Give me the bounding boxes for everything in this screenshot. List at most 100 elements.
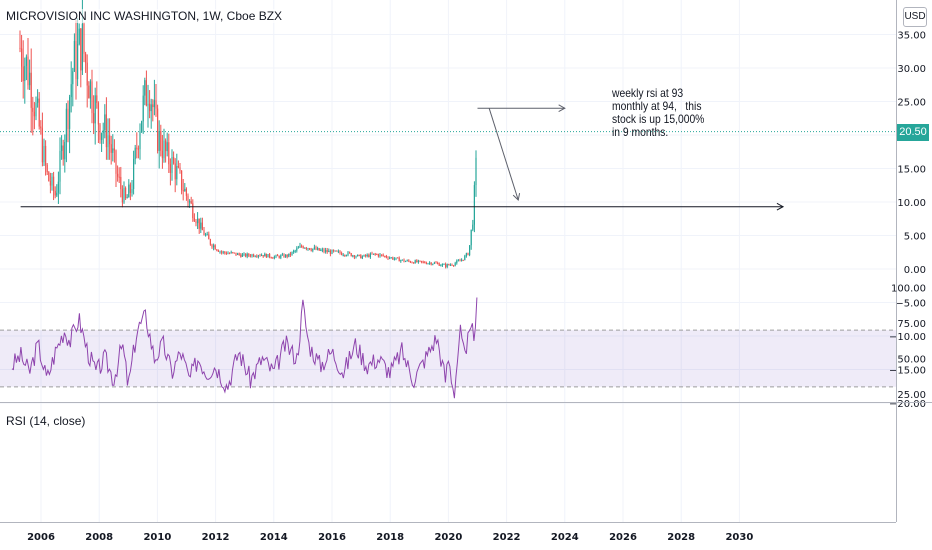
annotation-line: monthly at 94, this [612, 99, 702, 113]
candle-body [361, 256, 363, 259]
x-tick-label: 2018 [376, 532, 404, 543]
candle-body [457, 260, 459, 262]
candle-body [80, 28, 82, 71]
candle-body [85, 53, 87, 63]
candle-body [97, 102, 99, 125]
candle-body [197, 218, 199, 224]
candle-body [203, 230, 205, 236]
candle-body [152, 104, 154, 108]
currency-badge[interactable]: USD [903, 7, 927, 27]
candle-body [30, 72, 32, 108]
candle-body [387, 257, 389, 259]
candle-body [32, 107, 34, 112]
candle-body [261, 255, 263, 257]
candle-body [273, 256, 275, 259]
candle-body [344, 254, 346, 256]
candle-body [126, 197, 128, 199]
candle-body [225, 252, 227, 254]
candle-body [123, 187, 125, 203]
candle-body [227, 253, 229, 255]
candle-body [107, 135, 109, 148]
candle-body [409, 261, 411, 263]
candle-body [237, 253, 239, 255]
candle-body [320, 250, 322, 252]
candle-body [45, 145, 47, 165]
candle-body [355, 256, 357, 258]
candle-body [201, 222, 203, 231]
candle-body [256, 256, 258, 258]
candle-body [337, 251, 339, 253]
candle-body [278, 256, 280, 258]
candle-body [456, 260, 458, 264]
candle-body [349, 252, 351, 254]
candle-body [293, 251, 295, 253]
candle-body [120, 176, 122, 190]
candle-body [117, 173, 119, 177]
candle-body [454, 263, 456, 266]
candle-body [400, 260, 402, 262]
last-price-badge: 20.50 [897, 124, 929, 141]
candle-body [61, 145, 63, 151]
candle-body [301, 245, 303, 247]
rsi-series-line [11, 297, 478, 399]
candle-body [430, 262, 432, 265]
candle-body [102, 130, 104, 134]
candle-body [377, 254, 379, 257]
candle-body [403, 259, 405, 262]
candle-body [373, 253, 375, 255]
candle-body [329, 250, 331, 254]
candle-body [366, 254, 368, 257]
candle-body [121, 189, 123, 203]
candle-body [251, 254, 253, 257]
candle-body [62, 145, 64, 160]
candle-body [193, 218, 195, 222]
candle-body [294, 250, 296, 252]
candle-body [161, 150, 163, 159]
candle-body [270, 257, 272, 259]
x-tick-label: 2006 [27, 532, 55, 543]
candle-body [470, 229, 472, 246]
candle-body [339, 251, 341, 254]
candle-body [59, 150, 61, 182]
rsi-line [11, 297, 478, 399]
candle-body [440, 265, 442, 267]
x-tick-label: 2014 [260, 532, 288, 543]
candle-body [267, 254, 269, 258]
candle-body [417, 260, 419, 263]
candle-body [449, 264, 451, 266]
candle-body [397, 257, 399, 259]
candle-body [173, 156, 175, 164]
candle-body [473, 185, 475, 225]
x-tick-label: 2026 [609, 532, 637, 543]
trend-drawings [20, 104, 785, 211]
candle-body [205, 234, 207, 236]
candle-body [269, 254, 271, 258]
candle-body [310, 249, 312, 251]
y-tick-label: −20.00 [889, 399, 926, 410]
candle-body [464, 255, 466, 261]
candle-body [465, 253, 467, 256]
candle-body [163, 140, 165, 159]
candle-body [453, 265, 455, 267]
candle-body [248, 253, 250, 256]
candle-body [445, 264, 447, 267]
candle-body [296, 248, 298, 251]
candle-body [441, 264, 443, 266]
candle-body [283, 254, 285, 258]
candle-body [405, 261, 407, 263]
arrow-head [558, 104, 566, 112]
candle-body [302, 246, 304, 248]
candle-body [217, 250, 219, 252]
candle-body [317, 248, 319, 250]
candle-body [286, 254, 288, 257]
candle-body [334, 250, 336, 252]
x-tick-label: 2010 [143, 532, 171, 543]
candle-body [104, 114, 106, 131]
candle-body [25, 56, 27, 66]
candle-body [174, 163, 176, 180]
candle-body [262, 255, 264, 257]
candle-body [326, 250, 328, 253]
candle-body [21, 48, 23, 67]
y-tick-label: 0.00 [904, 265, 926, 276]
candle-body [209, 239, 211, 245]
